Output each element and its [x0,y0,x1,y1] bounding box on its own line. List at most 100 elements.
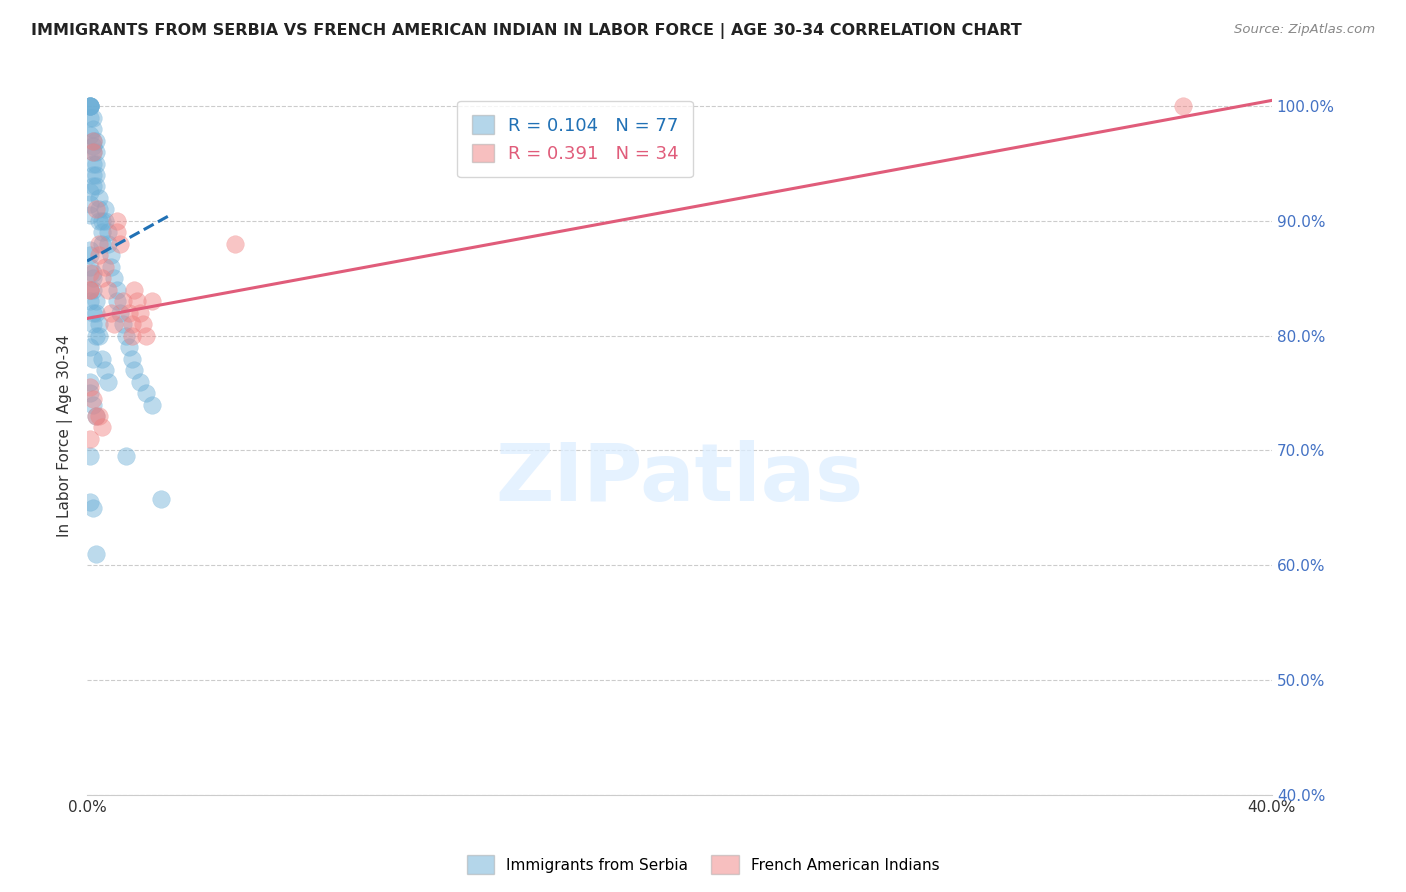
Point [87,191,110,205]
Point [79,449,101,463]
Point [79,128,101,142]
Point [105,226,128,240]
Point [124,363,146,377]
Point [82,139,104,153]
Point [82,500,104,515]
Point [90,214,112,228]
Point [79,196,101,211]
Point [82,392,104,406]
Point [135,328,157,343]
Point [105,294,128,309]
Point [84,156,107,170]
Point [100,306,122,320]
Point [108,306,131,320]
Point [79,185,101,199]
Point [121,351,143,366]
Point [79,375,101,389]
Point [111,317,134,331]
Point [87,236,110,251]
Point [82,179,104,194]
Point [82,134,104,148]
Point [79,99,101,113]
Point [79,380,101,394]
Point [114,449,136,463]
Point [84,168,107,182]
Point [79,208,101,222]
Point [82,168,104,182]
Point [94,214,117,228]
Point [94,363,117,377]
Point [97,375,120,389]
Point [82,122,104,136]
Point [79,99,101,113]
Point [84,409,107,423]
Point [79,432,101,446]
Point [84,328,107,343]
Point [82,145,104,159]
Point [87,317,110,331]
Point [79,283,101,297]
Point [141,397,163,411]
Point [94,202,117,217]
Text: ZIPatlas: ZIPatlas [495,440,863,518]
Point [129,306,152,320]
Point [114,328,136,343]
Point [105,214,128,228]
Point [97,226,120,240]
Point [87,214,110,228]
Point [90,351,112,366]
Legend: R = 0.104   N = 77, R = 0.391   N = 34: R = 0.104 N = 77, R = 0.391 N = 34 [457,101,693,178]
Point [97,236,120,251]
Point [90,420,112,434]
Point [79,495,101,509]
Point [84,547,107,561]
Point [127,294,149,309]
Point [82,156,104,170]
Point [117,306,139,320]
Point [84,409,107,423]
Text: Source: ZipAtlas.com: Source: ZipAtlas.com [1234,23,1375,37]
Point [94,260,117,274]
Point [121,328,143,343]
Point [84,145,107,159]
Point [124,283,146,297]
Point [82,306,104,320]
Point [79,283,101,297]
Point [82,111,104,125]
Point [90,236,112,251]
Point [79,283,101,297]
Point [103,317,125,331]
Point [82,397,104,411]
Point [82,283,104,297]
Point [79,99,101,113]
Legend: Immigrants from Serbia, French American Indians: Immigrants from Serbia, French American … [460,849,946,880]
Point [79,99,101,113]
Point [90,271,112,285]
Point [82,145,104,159]
Point [82,351,104,366]
Point [90,226,112,240]
Point [82,317,104,331]
Point [87,202,110,217]
Point [105,283,128,297]
Point [132,317,155,331]
Point [103,271,125,285]
Point [108,236,131,251]
Point [84,179,107,194]
Point [79,386,101,401]
Point [84,202,107,217]
Point [82,266,104,280]
Point [111,294,134,309]
Y-axis label: In Labor Force | Age 30-34: In Labor Force | Age 30-34 [58,334,73,537]
Point [84,134,107,148]
Point [141,294,163,309]
Point [87,328,110,343]
Text: IMMIGRANTS FROM SERBIA VS FRENCH AMERICAN INDIAN IN LABOR FORCE | AGE 30-34 CORR: IMMIGRANTS FROM SERBIA VS FRENCH AMERICA… [31,23,1022,39]
Point [84,306,107,320]
Point [79,266,101,280]
Point [135,386,157,401]
Point [224,236,246,251]
Point [79,260,101,274]
Point [1171,99,1194,113]
Point [150,491,173,506]
